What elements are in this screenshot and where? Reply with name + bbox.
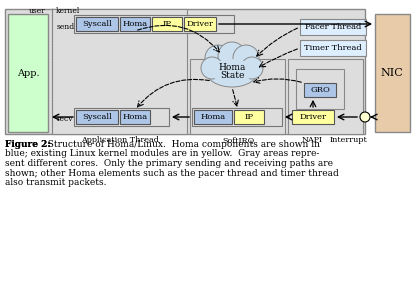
Text: NIC: NIC <box>381 68 403 78</box>
Text: Homa: Homa <box>122 113 148 121</box>
Circle shape <box>360 112 370 122</box>
Text: Structure of Homa/Linux.  Homa components are shown in: Structure of Homa/Linux. Homa components… <box>42 140 320 149</box>
Text: blue; existing Linux kernel modules are in yellow.  Gray areas repre-: blue; existing Linux kernel modules are … <box>5 149 320 158</box>
FancyBboxPatch shape <box>120 110 150 124</box>
FancyBboxPatch shape <box>296 69 344 109</box>
FancyBboxPatch shape <box>292 110 334 124</box>
FancyBboxPatch shape <box>5 9 365 134</box>
Text: user: user <box>29 7 45 15</box>
FancyBboxPatch shape <box>192 108 282 126</box>
Text: Figure 2:: Figure 2: <box>5 140 51 149</box>
Circle shape <box>233 45 259 71</box>
Text: also transmit packets.: also transmit packets. <box>5 178 107 187</box>
FancyBboxPatch shape <box>76 110 118 124</box>
Text: Pacer Thread: Pacer Thread <box>305 23 361 31</box>
FancyBboxPatch shape <box>152 17 182 31</box>
FancyBboxPatch shape <box>300 19 366 35</box>
Text: State: State <box>220 71 244 81</box>
FancyBboxPatch shape <box>234 110 264 124</box>
FancyBboxPatch shape <box>375 14 410 132</box>
Text: App.: App. <box>17 68 39 77</box>
Ellipse shape <box>206 55 258 87</box>
FancyBboxPatch shape <box>8 14 48 132</box>
Text: IP: IP <box>244 113 254 121</box>
Circle shape <box>241 57 263 79</box>
Circle shape <box>205 45 231 71</box>
Text: Interrupt: Interrupt <box>329 136 367 144</box>
Text: Driver: Driver <box>300 113 327 121</box>
FancyBboxPatch shape <box>52 9 187 134</box>
Text: Syscall: Syscall <box>82 113 112 121</box>
Text: Timer Thread: Timer Thread <box>304 44 362 52</box>
Text: Homa: Homa <box>218 64 246 73</box>
Circle shape <box>201 57 223 79</box>
Text: GRO: GRO <box>310 86 330 94</box>
Text: Homa: Homa <box>200 113 226 121</box>
Ellipse shape <box>210 59 254 83</box>
FancyBboxPatch shape <box>120 17 150 31</box>
Text: Application Thread: Application Thread <box>81 136 159 144</box>
FancyBboxPatch shape <box>288 59 363 134</box>
Text: Syscall: Syscall <box>82 20 112 28</box>
Text: send: send <box>57 23 75 31</box>
FancyBboxPatch shape <box>194 110 232 124</box>
FancyBboxPatch shape <box>304 83 336 97</box>
FancyBboxPatch shape <box>190 59 285 134</box>
Text: sent different cores.  Only the primary sending and receiving paths are: sent different cores. Only the primary s… <box>5 159 333 168</box>
FancyBboxPatch shape <box>74 108 169 126</box>
Text: recv: recv <box>57 115 73 123</box>
Text: IP: IP <box>163 20 171 28</box>
FancyBboxPatch shape <box>184 17 216 31</box>
Text: kernel: kernel <box>56 7 80 15</box>
FancyBboxPatch shape <box>76 17 118 31</box>
Text: shown; other Homa elements such as the pacer thread and timer thread: shown; other Homa elements such as the p… <box>5 168 339 177</box>
FancyBboxPatch shape <box>300 40 366 56</box>
Text: Driver: Driver <box>186 20 213 28</box>
FancyBboxPatch shape <box>74 15 234 33</box>
Text: Homa: Homa <box>122 20 148 28</box>
Circle shape <box>218 42 246 70</box>
Text: SoftIRQ: SoftIRQ <box>222 136 254 144</box>
Text: Figure 2:: Figure 2: <box>5 140 51 149</box>
Text: NAPI: NAPI <box>301 136 322 144</box>
